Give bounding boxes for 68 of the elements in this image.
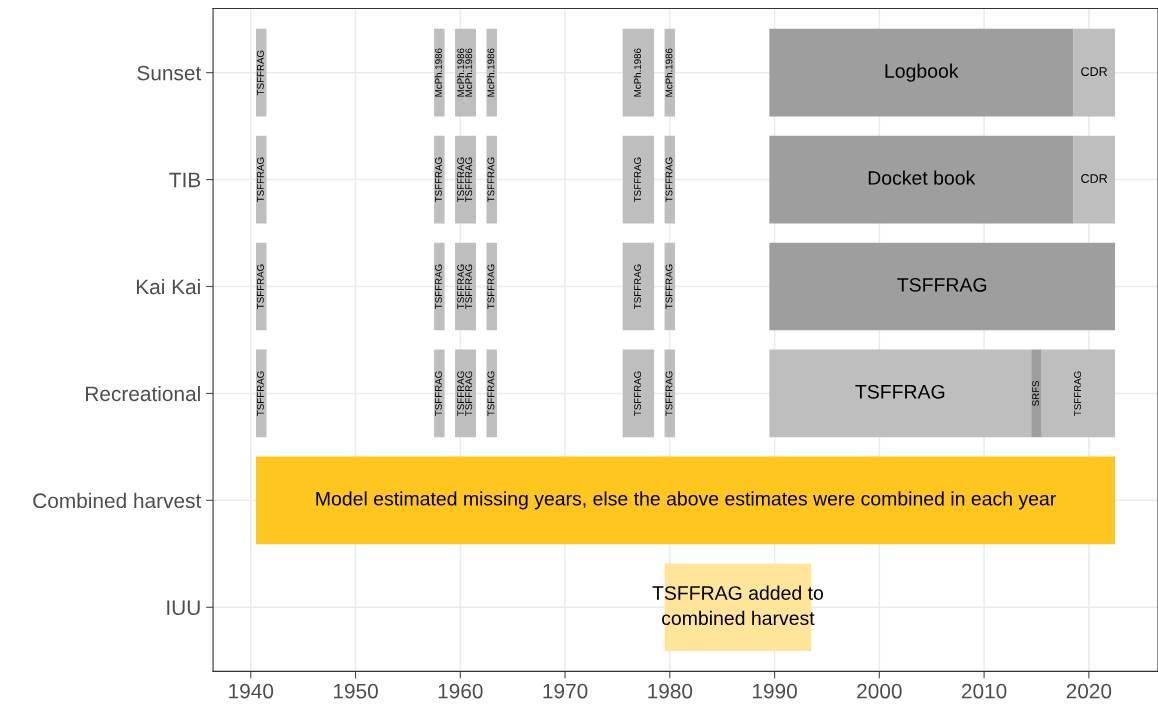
data-label: TSFFRAG xyxy=(487,157,495,203)
data-label: McPh.1986 xyxy=(665,48,673,97)
data-label: TSFFRAG xyxy=(256,50,264,96)
x-tick-label: 1970 xyxy=(543,683,588,699)
bar xyxy=(769,28,1074,117)
data-label: TSFFRAG xyxy=(256,157,264,203)
data-label: CDR xyxy=(1081,67,1108,77)
data-label: TSFFRAG xyxy=(256,264,264,309)
y-tick-label: Kai Kai xyxy=(136,278,200,295)
data-label: TSFFRAG xyxy=(1074,371,1081,416)
data-label: TSFFRAG xyxy=(665,371,673,416)
bar xyxy=(769,135,1074,224)
bar xyxy=(622,349,655,438)
data-label: TSFFRAG xyxy=(665,157,673,203)
y-tick-label: IUU xyxy=(167,600,200,616)
data-label: TSFFRAG xyxy=(487,371,495,416)
data-label: TSFFRAG added to combined harvest xyxy=(652,585,824,626)
x-tick-label: 1940 xyxy=(229,683,274,699)
x-tick-label: 1950 xyxy=(333,683,378,699)
data-label: TSFFRAG TSFFRAG xyxy=(457,157,473,203)
data-label: Model estimated missing years, else the above estimates were combined in each year xyxy=(316,491,1056,510)
bar xyxy=(434,135,445,224)
bar xyxy=(1041,349,1116,438)
bar xyxy=(256,456,1116,545)
bar xyxy=(434,349,445,438)
data-label: TSFFRAG xyxy=(665,264,673,309)
data-label: Docket book xyxy=(868,170,976,185)
x-tick-label: 2000 xyxy=(857,683,902,699)
bar xyxy=(434,242,445,331)
data-label: Logbook xyxy=(885,63,959,82)
data-label: TSFFRAG xyxy=(634,264,641,309)
bar xyxy=(486,242,497,331)
bar xyxy=(769,242,1116,331)
bar xyxy=(622,135,655,224)
y-tick-label: Recreational xyxy=(86,385,200,402)
x-tick-label: 1990 xyxy=(753,683,797,699)
data-label: TSFFRAG xyxy=(634,371,641,416)
bar xyxy=(486,28,497,117)
bar xyxy=(434,28,445,117)
bar xyxy=(622,28,655,117)
bar xyxy=(622,242,655,331)
x-tick-label: 2020 xyxy=(1066,683,1112,699)
data-label: McPh.1986 xyxy=(487,48,495,97)
data-label: TSFFRAG xyxy=(256,371,264,416)
data-label: TSFFRAG xyxy=(897,277,987,292)
y-tick-label: Sunset xyxy=(137,65,202,81)
data-label: TSFFRAG xyxy=(435,264,442,309)
data-label: SRFS xyxy=(1032,380,1040,406)
data-label: TSFFRAG xyxy=(435,157,442,203)
data-label: McPh.1986 McPh.1986 xyxy=(457,48,473,97)
bar xyxy=(1073,135,1116,224)
bar xyxy=(486,349,497,438)
y-tick-label: TIB xyxy=(169,172,201,188)
data-label: McPh.1986 xyxy=(633,48,641,97)
data-label: CDR xyxy=(1081,174,1108,183)
bar xyxy=(486,135,497,224)
bar xyxy=(1073,28,1116,117)
x-tick-label: 1980 xyxy=(648,683,693,699)
data-label: TSFFRAG xyxy=(855,384,945,399)
x-tick-label: 1960 xyxy=(438,683,483,699)
x-tick-label: 2010 xyxy=(961,683,1007,699)
data-label: TSFFRAG xyxy=(634,157,641,203)
data-label: TSFFRAG xyxy=(435,371,442,416)
data-label: TSFFRAG TSFFRAG xyxy=(457,371,473,416)
data-label: McPh.1986 xyxy=(434,48,442,97)
data-label: TSFFRAG TSFFRAG xyxy=(457,264,473,309)
data-label: TSFFRAG xyxy=(487,264,495,309)
y-tick-label: Combined harvest xyxy=(33,492,202,509)
